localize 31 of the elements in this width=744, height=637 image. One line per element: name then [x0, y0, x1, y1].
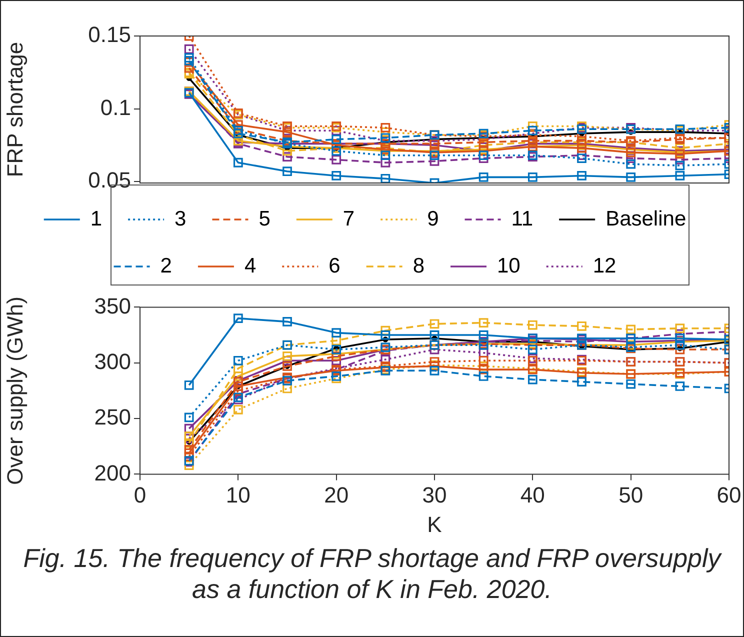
legend-label: 6 [328, 254, 340, 278]
x-tick-label: 10 [226, 482, 250, 508]
legend-label: 5 [258, 207, 270, 230]
x-tick-label: 20 [324, 482, 349, 508]
x-tick-label: 40 [520, 482, 545, 508]
x-tick-label: 30 [422, 482, 447, 508]
legend-label: 11 [511, 207, 534, 230]
y-tick-label: 200 [94, 460, 131, 486]
legend-label: 3 [174, 207, 186, 230]
legend-label: 12 [592, 254, 616, 278]
y-axis-title: FRP shortage [2, 42, 28, 178]
x-tick-label: 60 [716, 482, 742, 508]
x-tick-label: 50 [618, 482, 644, 508]
x-axis-title: K [427, 512, 442, 537]
legend-label: 8 [412, 254, 425, 278]
y-axis-title: Over supply (GWh) [2, 296, 28, 485]
x-tick-label: 0 [134, 482, 146, 508]
y-tick-label: 250 [94, 404, 131, 430]
legend-label: 2 [160, 254, 172, 278]
legend-label: 7 [342, 207, 355, 230]
caption: Fig. 15. The frequency of FRP shortage and FRP oversupply as a function of K in Feb. 2020. [22, 543, 723, 605]
legend-label: 1 [90, 207, 102, 230]
legend-label: 10 [497, 254, 520, 278]
y-tick-label: 0.05 [88, 168, 131, 193]
legend-label: 4 [244, 254, 256, 278]
y-tick-label: 0.1 [100, 94, 131, 120]
y-tick-label: 300 [94, 348, 131, 374]
y-tick-label: 350 [94, 293, 131, 318]
legend-label: Baseline [606, 207, 686, 230]
legend-label: 9 [427, 207, 439, 230]
y-tick-label: 0.15 [88, 22, 131, 48]
